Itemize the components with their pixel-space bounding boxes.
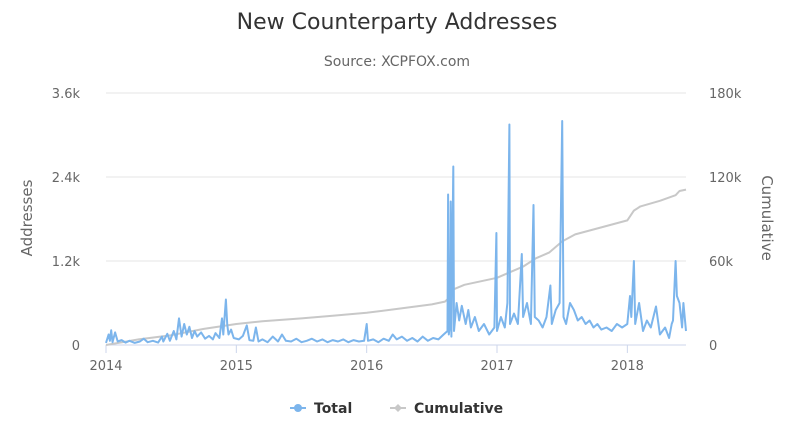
y-tick-label-left: 1.2k bbox=[52, 255, 81, 270]
x-tick-label: 2015 bbox=[220, 359, 253, 374]
x-tick-label: 2016 bbox=[350, 359, 383, 374]
y-axis-title-right: Cumulative bbox=[758, 175, 776, 261]
x-axis: 2014 2015 2016 2017 2018 bbox=[89, 345, 644, 374]
series-layer bbox=[105, 120, 687, 346]
y-axis-title-left: Addresses bbox=[18, 179, 36, 256]
y-tick-label-right: 180k bbox=[709, 87, 742, 102]
y-tick-label-left: 0 bbox=[72, 339, 80, 354]
y-tick-label-right: 0 bbox=[709, 339, 717, 354]
legend-label: Cumulative bbox=[414, 401, 503, 417]
x-tick-label: 2018 bbox=[611, 359, 644, 374]
legend-marker-circle bbox=[294, 404, 302, 412]
series-line-cumulative bbox=[105, 188, 687, 346]
y-tick-label-right: 120k bbox=[709, 171, 742, 186]
y-tick-label-left: 2.4k bbox=[52, 171, 81, 186]
gridlines bbox=[106, 92, 686, 346]
y-axis-left: 0 1.2k 2.4k 3.6k bbox=[52, 87, 81, 354]
legend-label: Total bbox=[314, 401, 352, 417]
series-line-total bbox=[105, 120, 687, 344]
y-tick-label-left: 3.6k bbox=[52, 87, 81, 102]
x-tick-label: 2014 bbox=[89, 359, 122, 374]
chart-title: New Counterparty Addresses bbox=[237, 10, 558, 35]
legend: Total Cumulative bbox=[290, 401, 503, 417]
legend-marker-diamond bbox=[394, 404, 402, 412]
y-axis-right: 0 60k 120k 180k bbox=[709, 87, 742, 354]
chart-subtitle: Source: XCPFOX.com bbox=[324, 54, 470, 70]
x-tick-label: 2017 bbox=[480, 359, 513, 374]
y-tick-label-right: 60k bbox=[709, 255, 734, 270]
